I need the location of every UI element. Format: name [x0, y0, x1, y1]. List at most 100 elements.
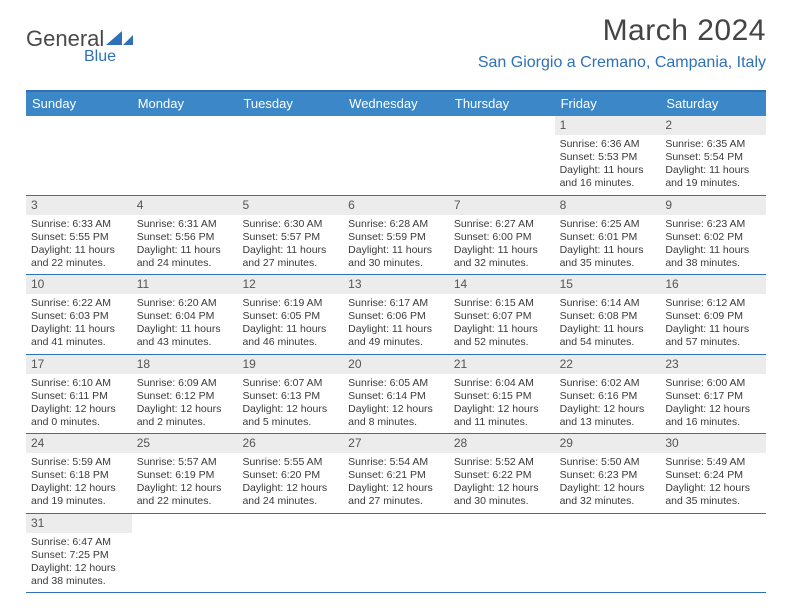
day-body: Sunrise: 5:59 AMSunset: 6:18 PMDaylight:…	[26, 453, 132, 513]
calendar-week: 10Sunrise: 6:22 AMSunset: 6:03 PMDayligh…	[26, 275, 766, 355]
sunset-line: Sunset: 6:09 PM	[665, 310, 761, 323]
calendar-week: 24Sunrise: 5:59 AMSunset: 6:18 PMDayligh…	[26, 434, 766, 514]
sunset-line: Sunset: 6:24 PM	[665, 469, 761, 482]
sunset-line: Sunset: 6:17 PM	[665, 390, 761, 403]
logo-text-2: Blue	[84, 48, 116, 66]
daylight-line: Daylight: 12 hours	[31, 562, 127, 575]
sunset-line: Sunset: 5:56 PM	[137, 231, 233, 244]
calendar-cell: 3Sunrise: 6:33 AMSunset: 5:55 PMDaylight…	[26, 196, 132, 275]
sunset-line: Sunset: 6:07 PM	[454, 310, 550, 323]
calendar-cell	[237, 116, 343, 195]
sunrise-line: Sunrise: 6:35 AM	[665, 138, 761, 151]
calendar-cell: 7Sunrise: 6:27 AMSunset: 6:00 PMDaylight…	[449, 196, 555, 275]
calendar-cell: 29Sunrise: 5:50 AMSunset: 6:23 PMDayligh…	[555, 434, 661, 513]
weekday-header-row: SundayMondayTuesdayWednesdayThursdayFrid…	[26, 92, 766, 116]
sunset-line: Sunset: 6:19 PM	[137, 469, 233, 482]
daylight-line-2: and 0 minutes.	[31, 416, 127, 429]
daylight-line: Daylight: 12 hours	[242, 482, 338, 495]
day-number: 24	[26, 434, 132, 453]
calendar-cell: 10Sunrise: 6:22 AMSunset: 6:03 PMDayligh…	[26, 275, 132, 354]
sunset-line: Sunset: 6:12 PM	[137, 390, 233, 403]
day-number: 26	[237, 434, 343, 453]
day-body: Sunrise: 6:10 AMSunset: 6:11 PMDaylight:…	[26, 374, 132, 434]
daylight-line-2: and 19 minutes.	[665, 177, 761, 190]
day-number: 11	[132, 275, 238, 294]
day-number: 9	[660, 196, 766, 215]
calendar-cell: 21Sunrise: 6:04 AMSunset: 6:15 PMDayligh…	[449, 355, 555, 434]
daylight-line: Daylight: 11 hours	[665, 244, 761, 257]
daylight-line-2: and 16 minutes.	[665, 416, 761, 429]
logo-triangle-small-icon	[123, 35, 133, 45]
calendar-cell: 12Sunrise: 6:19 AMSunset: 6:05 PMDayligh…	[237, 275, 343, 354]
sunrise-line: Sunrise: 6:28 AM	[348, 218, 444, 231]
day-body: Sunrise: 5:49 AMSunset: 6:24 PMDaylight:…	[660, 453, 766, 513]
sunrise-line: Sunrise: 6:19 AM	[242, 297, 338, 310]
day-number: 22	[555, 355, 661, 374]
daylight-line: Daylight: 12 hours	[137, 403, 233, 416]
day-number: 27	[343, 434, 449, 453]
day-body: Sunrise: 6:28 AMSunset: 5:59 PMDaylight:…	[343, 215, 449, 275]
daylight-line-2: and 43 minutes.	[137, 336, 233, 349]
sunset-line: Sunset: 6:01 PM	[560, 231, 656, 244]
weekday-header: Saturday	[660, 92, 766, 116]
day-body: Sunrise: 6:27 AMSunset: 6:00 PMDaylight:…	[449, 215, 555, 275]
sunset-line: Sunset: 7:25 PM	[31, 549, 127, 562]
day-body: Sunrise: 6:36 AMSunset: 5:53 PMDaylight:…	[555, 135, 661, 195]
sunrise-line: Sunrise: 5:55 AM	[242, 456, 338, 469]
sunrise-line: Sunrise: 6:04 AM	[454, 377, 550, 390]
daylight-line-2: and 13 minutes.	[560, 416, 656, 429]
sunrise-line: Sunrise: 6:17 AM	[348, 297, 444, 310]
daylight-line: Daylight: 12 hours	[560, 403, 656, 416]
daylight-line: Daylight: 12 hours	[242, 403, 338, 416]
daylight-line: Daylight: 11 hours	[242, 244, 338, 257]
day-number: 31	[26, 514, 132, 533]
sunrise-line: Sunrise: 6:25 AM	[560, 218, 656, 231]
daylight-line: Daylight: 11 hours	[665, 164, 761, 177]
location-label: San Giorgio a Cremano, Campania, Italy	[478, 54, 766, 72]
daylight-line-2: and 38 minutes.	[31, 575, 127, 588]
day-number: 5	[237, 196, 343, 215]
day-number: 23	[660, 355, 766, 374]
daylight-line: Daylight: 11 hours	[560, 244, 656, 257]
daylight-line: Daylight: 11 hours	[665, 323, 761, 336]
day-number: 10	[26, 275, 132, 294]
day-number: 19	[237, 355, 343, 374]
daylight-line: Daylight: 11 hours	[242, 323, 338, 336]
sunrise-line: Sunrise: 6:02 AM	[560, 377, 656, 390]
day-number: 12	[237, 275, 343, 294]
sunrise-line: Sunrise: 6:20 AM	[137, 297, 233, 310]
daylight-line-2: and 30 minutes.	[454, 495, 550, 508]
calendar-cell: 11Sunrise: 6:20 AMSunset: 6:04 PMDayligh…	[132, 275, 238, 354]
calendar-cell: 18Sunrise: 6:09 AMSunset: 6:12 PMDayligh…	[132, 355, 238, 434]
daylight-line-2: and 22 minutes.	[137, 495, 233, 508]
weekday-header: Friday	[555, 92, 661, 116]
sunrise-line: Sunrise: 6:14 AM	[560, 297, 656, 310]
sunrise-line: Sunrise: 6:12 AM	[665, 297, 761, 310]
day-body: Sunrise: 6:15 AMSunset: 6:07 PMDaylight:…	[449, 294, 555, 354]
sunset-line: Sunset: 6:13 PM	[242, 390, 338, 403]
calendar-cell	[555, 514, 661, 593]
sunset-line: Sunset: 5:57 PM	[242, 231, 338, 244]
sunset-line: Sunset: 6:15 PM	[454, 390, 550, 403]
daylight-line-2: and 32 minutes.	[454, 257, 550, 270]
daylight-line-2: and 46 minutes.	[242, 336, 338, 349]
daylight-line: Daylight: 11 hours	[137, 244, 233, 257]
day-number: 8	[555, 196, 661, 215]
daylight-line: Daylight: 12 hours	[137, 482, 233, 495]
sunset-line: Sunset: 5:55 PM	[31, 231, 127, 244]
sunrise-line: Sunrise: 6:15 AM	[454, 297, 550, 310]
day-number: 28	[449, 434, 555, 453]
sunset-line: Sunset: 5:53 PM	[560, 151, 656, 164]
calendar-cell: 5Sunrise: 6:30 AMSunset: 5:57 PMDaylight…	[237, 196, 343, 275]
day-body: Sunrise: 6:31 AMSunset: 5:56 PMDaylight:…	[132, 215, 238, 275]
daylight-line-2: and 27 minutes.	[348, 495, 444, 508]
calendar-cell	[449, 116, 555, 195]
sunset-line: Sunset: 6:21 PM	[348, 469, 444, 482]
month-title: March 2024	[478, 14, 766, 48]
sunset-line: Sunset: 6:22 PM	[454, 469, 550, 482]
day-number: 2	[660, 116, 766, 135]
daylight-line: Daylight: 11 hours	[454, 323, 550, 336]
calendar-cell: 17Sunrise: 6:10 AMSunset: 6:11 PMDayligh…	[26, 355, 132, 434]
sunset-line: Sunset: 6:04 PM	[137, 310, 233, 323]
header: General Blue March 2024 San Giorgio a Cr…	[0, 0, 792, 80]
